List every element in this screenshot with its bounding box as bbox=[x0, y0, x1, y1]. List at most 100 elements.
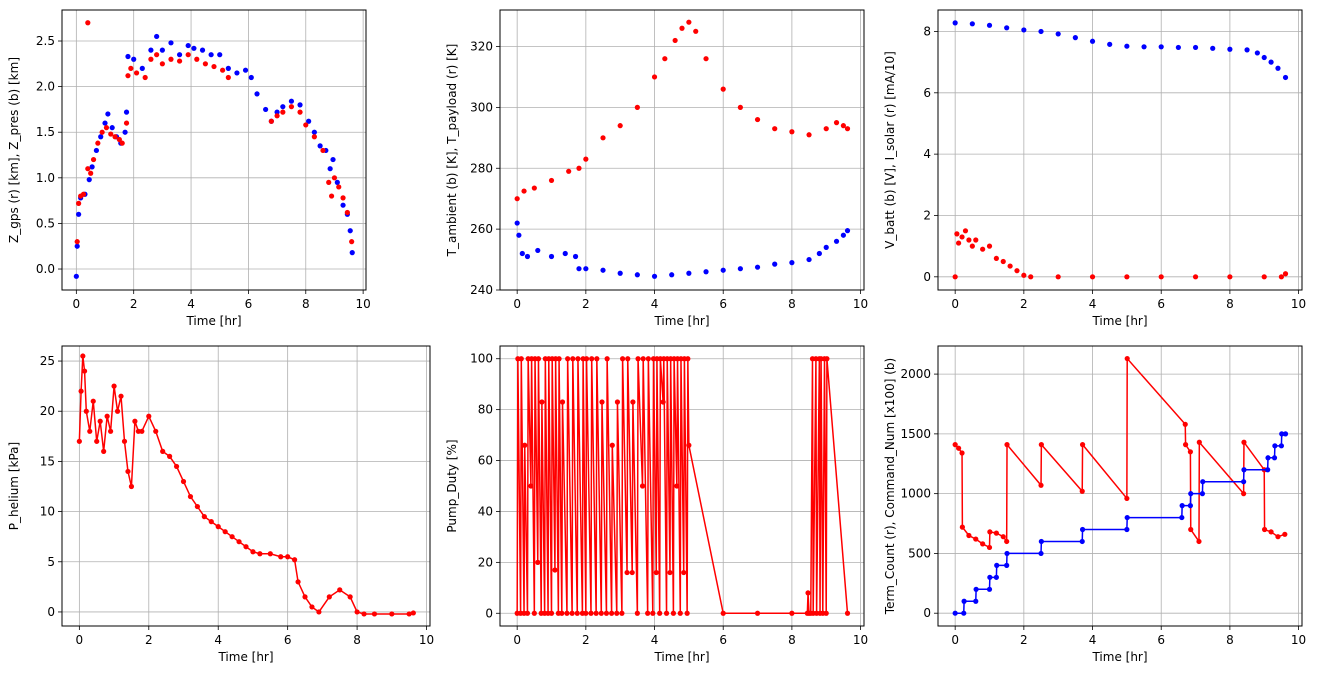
data-point bbox=[1124, 514, 1130, 521]
x-tick-label: 0 bbox=[76, 633, 84, 647]
x-tick-label: 0 bbox=[73, 297, 81, 311]
data-point bbox=[257, 551, 263, 557]
data-point bbox=[1038, 550, 1044, 557]
data-point bbox=[243, 544, 249, 550]
data-point bbox=[1282, 74, 1289, 81]
data-point bbox=[986, 544, 993, 551]
data-point bbox=[993, 574, 999, 580]
data-point bbox=[662, 56, 668, 62]
data-point bbox=[139, 428, 145, 434]
data-point bbox=[1175, 44, 1181, 51]
data-point bbox=[309, 604, 315, 610]
data-point bbox=[306, 118, 312, 124]
data-point bbox=[225, 65, 231, 71]
data-point bbox=[311, 129, 317, 135]
data-point bbox=[823, 126, 829, 132]
data-point bbox=[334, 179, 340, 185]
data-point bbox=[604, 356, 610, 362]
data-point bbox=[1187, 449, 1193, 455]
data-point bbox=[574, 610, 580, 616]
x-tick-label: 10 bbox=[1291, 297, 1306, 311]
x-tick-label: 0 bbox=[513, 633, 521, 647]
data-point bbox=[99, 129, 105, 135]
data-point bbox=[1188, 491, 1194, 497]
data-point bbox=[565, 356, 571, 362]
data-point bbox=[125, 468, 131, 475]
data-point bbox=[614, 399, 621, 405]
data-point bbox=[519, 250, 525, 257]
data-point bbox=[173, 463, 180, 470]
data-point bbox=[93, 147, 100, 154]
data-point bbox=[80, 353, 86, 359]
x-tick-label: 6 bbox=[1157, 297, 1165, 311]
data-point bbox=[956, 240, 962, 246]
data-point bbox=[1055, 274, 1061, 280]
data-point bbox=[328, 193, 335, 199]
data-point bbox=[969, 21, 975, 27]
data-point bbox=[81, 368, 88, 374]
x-tick-label: 10 bbox=[853, 633, 868, 647]
data-point bbox=[986, 243, 993, 249]
data-point bbox=[566, 168, 572, 174]
subplot-2: 0 2 4 6 8 10 240 260 280 300 320 Time [hr] T_ambient… bbox=[445, 9, 868, 328]
data-point bbox=[816, 250, 822, 257]
data-point bbox=[619, 610, 625, 616]
data-point bbox=[1158, 274, 1164, 280]
data-point bbox=[340, 195, 346, 201]
data-point bbox=[961, 598, 967, 604]
series-2 bbox=[514, 220, 851, 279]
data-point bbox=[73, 273, 79, 279]
data-point bbox=[524, 610, 531, 616]
y-tick-label: 320 bbox=[470, 40, 493, 54]
data-point bbox=[1196, 439, 1202, 445]
data-point bbox=[215, 524, 221, 530]
series-1 bbox=[952, 20, 1289, 81]
data-point bbox=[347, 228, 353, 234]
series-1 bbox=[76, 353, 416, 617]
data-point bbox=[1055, 31, 1061, 37]
data-point bbox=[349, 250, 355, 256]
y-axis-label: Z_gps (r) [km], Z_pres (b) [km] bbox=[7, 57, 21, 243]
data-point bbox=[1124, 495, 1130, 502]
data-point bbox=[973, 536, 979, 542]
data-point bbox=[102, 120, 108, 126]
x-tick-label: 8 bbox=[788, 633, 796, 647]
data-point bbox=[89, 164, 95, 170]
y-axis-label: V_batt (b) [V], I_solar (r) [mA/10] bbox=[883, 51, 897, 249]
data-point bbox=[108, 428, 114, 434]
data-point bbox=[1038, 482, 1044, 488]
data-point bbox=[535, 247, 541, 254]
data-point bbox=[685, 356, 691, 362]
x-tick-label: 6 bbox=[284, 633, 292, 647]
data-point bbox=[191, 45, 197, 51]
data-point bbox=[187, 493, 194, 500]
data-point bbox=[1241, 467, 1247, 473]
data-point bbox=[1282, 271, 1289, 277]
data-point bbox=[617, 123, 623, 129]
data-point bbox=[1282, 431, 1289, 437]
data-point bbox=[194, 503, 200, 510]
y-axis-label: T_ambient (b) [K], T_payload (r) [K] bbox=[445, 44, 459, 258]
series-3 bbox=[85, 20, 91, 26]
data-point bbox=[535, 356, 542, 362]
y-tick-label: 0 bbox=[485, 606, 493, 620]
data-point bbox=[1244, 47, 1250, 53]
subplot-6: 0 2 4 6 8 10 0 500 1000 1500 2000 Time [hr] Term_Cou… bbox=[883, 345, 1306, 664]
data-point bbox=[672, 37, 678, 44]
data-point bbox=[1014, 268, 1020, 274]
data-point bbox=[952, 442, 958, 448]
data-point bbox=[74, 243, 80, 249]
data-point bbox=[634, 272, 640, 278]
data-point bbox=[1038, 28, 1044, 35]
data-point bbox=[650, 610, 656, 616]
data-point bbox=[754, 116, 761, 123]
data-point bbox=[202, 61, 208, 67]
data-point bbox=[125, 73, 131, 79]
data-point bbox=[119, 140, 125, 146]
data-point bbox=[337, 587, 343, 593]
data-point bbox=[297, 109, 303, 115]
data-point bbox=[600, 267, 606, 273]
data-point bbox=[125, 53, 131, 60]
data-point bbox=[987, 529, 993, 535]
